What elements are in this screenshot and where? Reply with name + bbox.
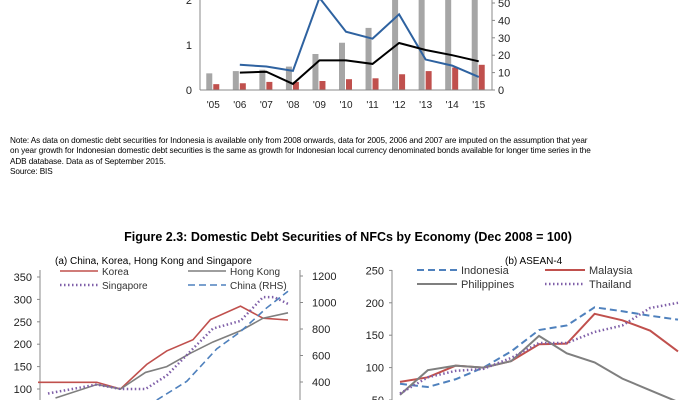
chart-b: 50 100 150 200 250 Indonesia Malaysia Philippin…: [366, 265, 679, 400]
x-tick-label: '05: [207, 100, 220, 111]
x-tick-label: '12: [393, 100, 406, 111]
bar-gray: [339, 42, 345, 90]
y-tick-left: 2: [186, 0, 192, 7]
legend-label: Hong Kong: [230, 267, 280, 278]
y-tick-left: 300: [14, 294, 32, 306]
line-thailand: [399, 301, 679, 395]
y-tick-right: 400: [312, 377, 330, 389]
chart-note: Note: As data on domestic debt securitie…: [10, 136, 694, 178]
x-tick-label: '11: [366, 100, 379, 111]
legend-label: Indonesia: [461, 265, 510, 277]
bar-red: [213, 84, 220, 90]
y-tick-left: 350: [14, 272, 32, 284]
y-tick-left: 150: [14, 362, 32, 374]
bar-red: [319, 81, 326, 90]
y-tick-left: 50: [372, 395, 384, 400]
bar-red: [372, 78, 379, 90]
y-tick-right: 20: [498, 50, 510, 62]
note-line: Note: As data on domestic debt securitie…: [10, 136, 588, 145]
top-chart: 01201020304050'05'06'07'08'09'10'11'12'1…: [186, 0, 510, 111]
y-tick-left: 250: [366, 265, 384, 277]
line-blue-line: [239, 0, 480, 78]
y-tick-left: 150: [366, 330, 384, 342]
bar-red: [478, 64, 485, 90]
legend-label: Singapore: [102, 281, 148, 292]
bar-gray: [285, 66, 292, 90]
bar-red: [452, 67, 459, 90]
y-tick-right: 10: [498, 68, 510, 80]
bar-red: [239, 83, 246, 90]
legend-label: China (RHS): [230, 281, 287, 292]
line-malaysia: [399, 312, 679, 383]
line-hong-kong: [55, 312, 289, 399]
subtitle-a: (a) China, Korea, Hong Kong and Singapor…: [55, 256, 252, 267]
bar-gray: [471, 0, 478, 90]
bar-gray: [232, 71, 239, 90]
chart-a: 100 150 200 250 300 350 400 600 800 1000 1200 Korea…: [14, 267, 336, 400]
y-tick-right: 0: [498, 85, 504, 97]
x-tick-label: '06: [233, 100, 246, 111]
y-tick-right: 1200: [312, 271, 336, 283]
x-tick-label: '15: [472, 100, 485, 111]
x-tick-label: '07: [260, 100, 273, 111]
line-black-line: [239, 41, 479, 86]
y-tick-left: 0: [186, 85, 192, 97]
bar-gray: [259, 69, 266, 90]
note-line: ADB database. Data as of September 2015.: [10, 156, 166, 166]
y-tick-right: 30: [498, 33, 510, 45]
y-tick-left: 200: [14, 339, 32, 351]
bar-red: [399, 74, 406, 90]
y-tick-left: 200: [366, 298, 384, 310]
legend-label: Korea: [102, 267, 129, 278]
bar-red: [346, 79, 352, 90]
note-line: on year growth for Indonesian domestic d…: [10, 146, 591, 156]
line-indonesia: [399, 306, 679, 389]
note-source: Source: BIS: [10, 167, 53, 177]
legend-label: Philippines: [461, 279, 515, 291]
y-tick-left: 100: [366, 363, 384, 375]
subtitle-b: (b) ASEAN-4: [505, 256, 563, 267]
bar-gray: [206, 73, 213, 90]
bar-red: [266, 81, 273, 90]
bar-gray: [418, 0, 425, 90]
bar-gray: [312, 54, 319, 90]
figure-title: Figure 2.3: Domestic Debt Securities of …: [124, 230, 572, 244]
y-tick-left: 1: [186, 40, 192, 52]
x-tick-label: '08: [286, 100, 299, 111]
line-singapore: [47, 295, 289, 395]
legend-label: Malaysia: [589, 265, 633, 277]
y-tick-right: 40: [498, 15, 510, 27]
line-philippines: [399, 334, 676, 400]
y-tick-left: 100: [14, 384, 32, 396]
bar-gray: [445, 0, 452, 90]
x-tick-label: '10: [339, 100, 352, 111]
line-china-rhs-: [156, 290, 289, 400]
bar-red: [425, 71, 432, 90]
y-tick-right: 1000: [312, 298, 336, 310]
legend-label: Thailand: [589, 279, 631, 291]
x-tick-label: '09: [313, 100, 326, 111]
y-tick-right: 800: [312, 324, 330, 336]
y-tick-right: 50: [498, 0, 510, 10]
y-tick-left: 250: [14, 317, 32, 329]
x-tick-label: '13: [419, 100, 432, 111]
bar-red: [292, 81, 299, 90]
y-tick-right: 600: [312, 351, 330, 363]
x-tick-label: '14: [446, 100, 459, 111]
bar-gray: [365, 27, 372, 90]
